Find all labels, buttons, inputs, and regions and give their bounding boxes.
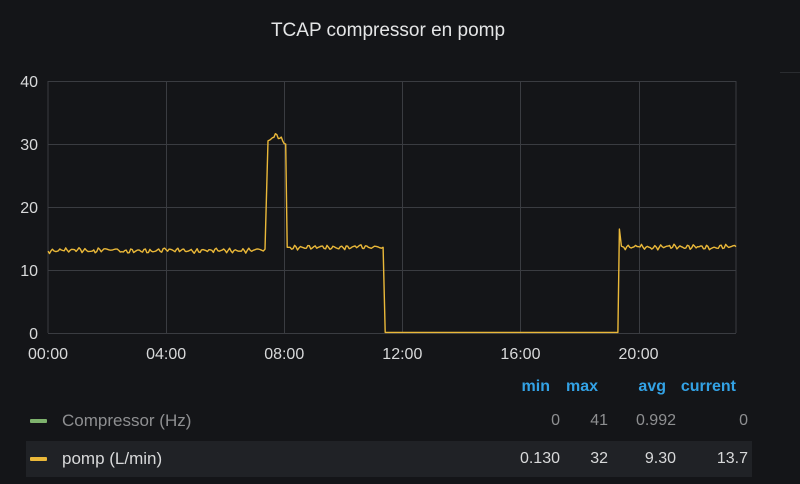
legend-swatch-compressor[interactable] [30,419,47,423]
legend-value-min: 0.130 [519,450,560,467]
x-tick-label: 04:00 [146,346,186,363]
legend-value-avg: 0.992 [635,412,676,429]
x-tick-label: 12:00 [382,346,422,363]
legend-header-avg[interactable]: avg [638,378,666,395]
x-tick-label: 20:00 [619,346,659,363]
legend-item-compressor[interactable]: Compressor (Hz) 0 41 0.992 0 [26,403,752,439]
legend-series-name[interactable]: Compressor (Hz) [62,411,192,430]
legend-value-current: 13.7 [716,450,748,467]
adjacent-panel-gridline [780,72,800,73]
x-tick-label: 00:00 [28,346,68,363]
chart-series [47,133,737,334]
legend-header-max[interactable]: max [565,378,598,395]
y-tick-label: 10 [20,263,38,280]
y-tick-label: 40 [20,74,38,91]
x-tick-label: 08:00 [264,346,304,363]
y-axis-labels: 0 10 20 30 40 [20,74,38,343]
x-tick-label: 16:00 [500,346,540,363]
legend-series-name[interactable]: pomp (L/min) [62,449,163,468]
legend-value-current: 0 [739,412,748,429]
legend-value-min: 0 [551,412,560,429]
y-tick-label: 20 [20,200,38,217]
legend-value-max: 32 [590,450,608,467]
line-chart: 0 10 20 30 40 00:00 04:00 08:00 12:00 16:00 20:00 [20,74,737,363]
legend-value-max: 41 [590,412,608,429]
y-tick-label: 0 [29,326,38,343]
legend-header-min[interactable]: min [521,378,550,395]
y-tick-label: 30 [20,137,38,154]
adjacent-panel-edge [776,0,800,484]
legend-swatch-pomp[interactable] [30,457,47,461]
chart-grid [47,81,737,334]
legend-item-pomp[interactable]: pomp (L/min) 0.130 32 9.30 13.7 [26,441,752,477]
panel-title[interactable]: TCAP compressor en pomp [270,20,506,41]
legend-value-avg: 9.30 [644,450,676,467]
series-line-pomp [47,133,737,334]
legend-header-current[interactable]: current [680,378,736,395]
x-axis-labels: 00:00 04:00 08:00 12:00 16:00 20:00 [28,346,659,363]
